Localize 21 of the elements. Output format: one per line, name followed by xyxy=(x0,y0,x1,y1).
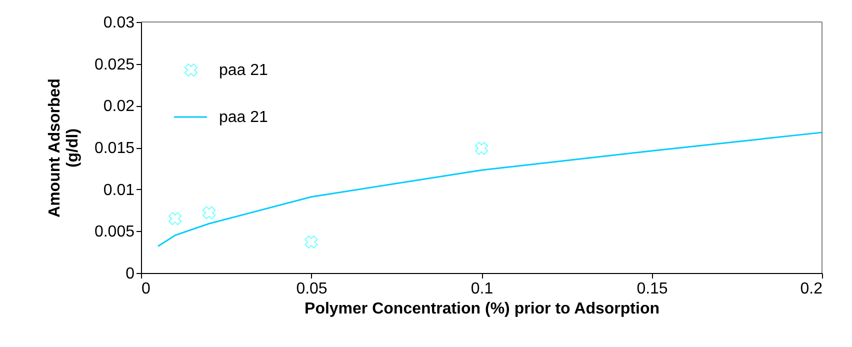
line-series xyxy=(157,132,823,247)
x-tick-label: 0.1 xyxy=(470,280,494,298)
point xyxy=(168,212,182,226)
y-tick-label: 0.01 xyxy=(103,182,135,199)
x-tick-label: 0 xyxy=(142,280,150,298)
x-tick-label: 0.2 xyxy=(800,280,823,298)
y-tick-label: 0.03 xyxy=(103,14,135,32)
x-axis-title: Polymer Concentration (%) prior to Adsorption xyxy=(304,300,660,318)
y-tick-label: 0 xyxy=(126,266,135,282)
point xyxy=(304,235,318,249)
legend-label: paa 21 xyxy=(219,109,268,126)
x-tick-label: 0.05 xyxy=(296,280,328,298)
y-axis-title: Amount Adsorbed (g/dl) xyxy=(46,78,82,218)
y-tick-label: 0.025 xyxy=(94,56,135,74)
y-tick-label: 0.015 xyxy=(94,140,135,157)
point xyxy=(202,206,216,220)
point xyxy=(474,142,488,155)
legend-label: paa 21 xyxy=(219,62,268,79)
y-tick-label: 0.005 xyxy=(94,224,135,241)
x-tick-label: 0.15 xyxy=(636,280,668,298)
y-tick-label: 0.02 xyxy=(103,98,135,116)
